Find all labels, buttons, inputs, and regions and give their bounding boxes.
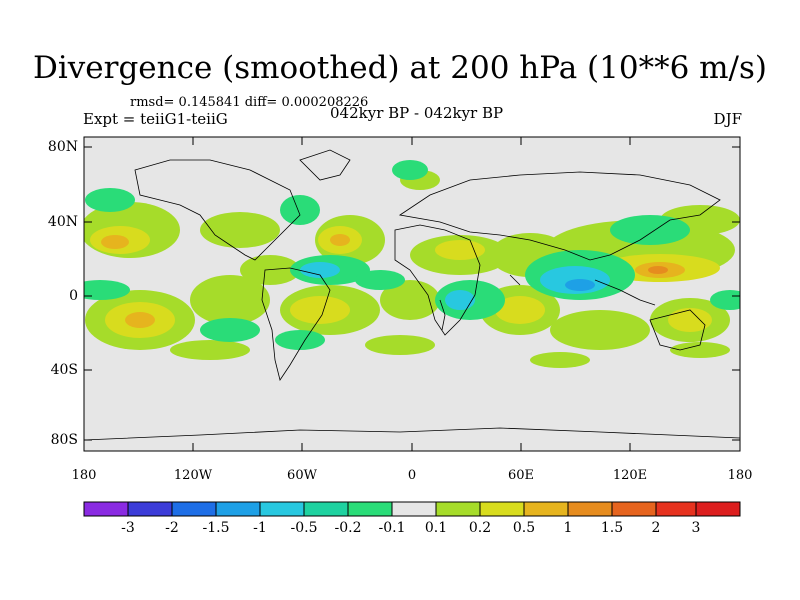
lon-label-60e: 60E bbox=[507, 468, 535, 483]
colorbar-label: -0.2 bbox=[334, 520, 362, 536]
lon-label-180e: 180 bbox=[727, 468, 753, 483]
lat-label-eq: 0 bbox=[69, 288, 78, 304]
colorbar-label: 0.2 bbox=[468, 520, 492, 536]
coastlines bbox=[84, 149, 740, 441]
colorbar-box-8 bbox=[435, 501, 481, 517]
colorbar-label: -2 bbox=[165, 520, 179, 536]
lon-label-120w: 120W bbox=[173, 468, 213, 483]
colorbar-box-13 bbox=[655, 501, 697, 517]
plot-title: Divergence (smoothed) at 200 hPa (10**6 … bbox=[33, 50, 767, 86]
colorbar-label: -0.1 bbox=[378, 520, 406, 536]
divergence-field bbox=[84, 160, 740, 368]
colorbar-box-3 bbox=[215, 501, 261, 517]
experiment-label: Expt = teiiG1-teiiG bbox=[83, 110, 228, 128]
lat-label-40s: 40S bbox=[50, 362, 78, 378]
colorbar-box-2 bbox=[171, 501, 217, 517]
colorbar-box-10 bbox=[523, 501, 569, 517]
colorbar-box-11 bbox=[567, 501, 613, 517]
colorbar bbox=[83, 501, 741, 517]
colorbar-label: 0.1 bbox=[424, 520, 448, 536]
lon-label-180w: 180 bbox=[71, 468, 97, 483]
lat-label-40n: 40N bbox=[47, 214, 78, 230]
colorbar-label: -3 bbox=[121, 520, 135, 536]
colorbar-label: 0.5 bbox=[512, 520, 536, 536]
colorbar-box-1 bbox=[127, 501, 173, 517]
colorbar-box-0 bbox=[83, 501, 129, 517]
colorbar-box-7 bbox=[391, 501, 437, 517]
colorbar-box-5 bbox=[303, 501, 349, 517]
colorbar-label: -1.5 bbox=[202, 520, 230, 536]
lon-label-60w: 60W bbox=[287, 468, 317, 483]
colorbar-label: 2 bbox=[651, 520, 661, 536]
colorbar-box-14 bbox=[695, 501, 741, 517]
lat-label-80n: 80N bbox=[47, 139, 78, 155]
stats-label: rmsd= 0.145841 diff= 0.000208226 bbox=[130, 95, 369, 110]
colorbar-label: 1.5 bbox=[600, 520, 624, 536]
colorbar-label: -0.5 bbox=[290, 520, 318, 536]
season-label: DJF bbox=[713, 110, 742, 128]
colorbar-label: -1 bbox=[253, 520, 267, 536]
colorbar-box-4 bbox=[259, 501, 305, 517]
period-label: 042kyr BP - 042kyr BP bbox=[330, 104, 504, 122]
lon-label-120e: 120E bbox=[612, 468, 648, 483]
lon-label-0: 0 bbox=[407, 468, 417, 483]
colorbar-box-12 bbox=[611, 501, 657, 517]
colorbar-box-9 bbox=[479, 501, 525, 517]
colorbar-box-6 bbox=[347, 501, 393, 517]
colorbar-label: 3 bbox=[691, 520, 701, 536]
lat-label-80s: 80S bbox=[50, 432, 78, 448]
colorbar-label: 1 bbox=[563, 520, 573, 536]
